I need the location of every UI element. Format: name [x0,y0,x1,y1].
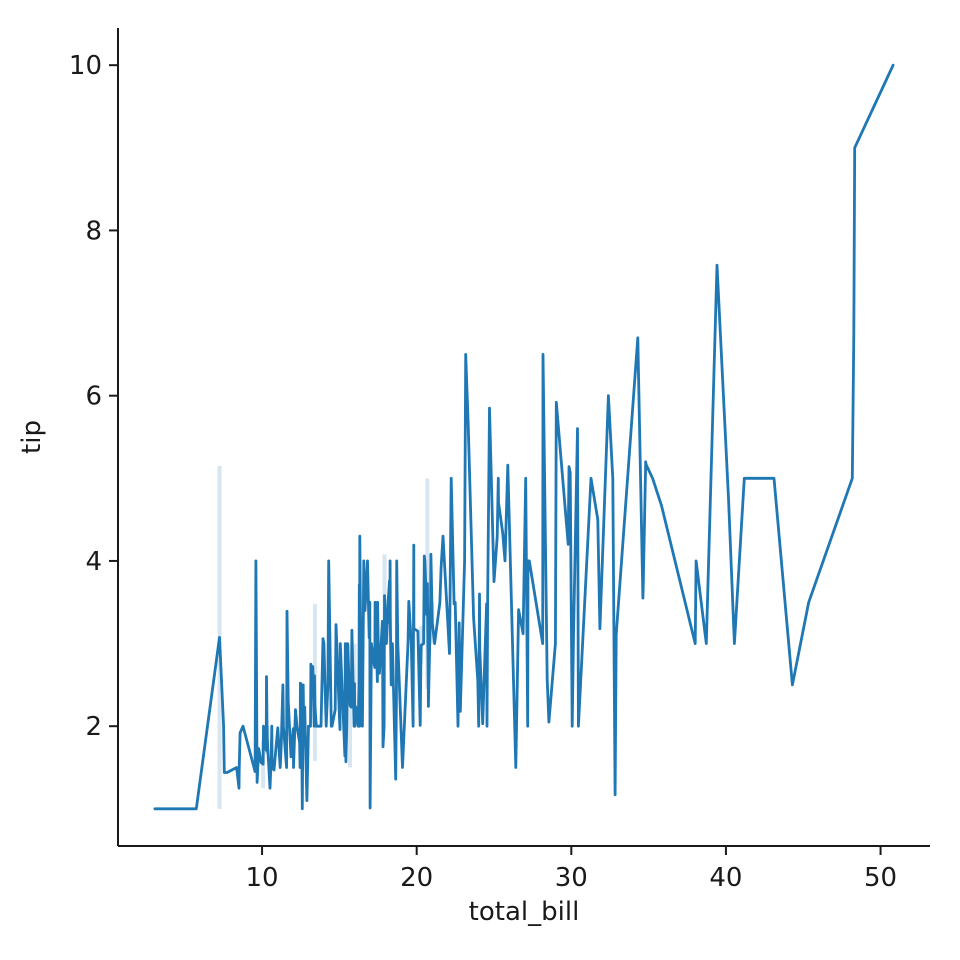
data-line [153,63,895,811]
x-axis-label: total_bill [469,897,580,927]
x-tick-label: 40 [709,863,742,893]
y-tick-label: 8 [85,216,102,246]
x-tick-label: 20 [400,863,433,893]
x-tick-label: 50 [864,863,897,893]
y-tick-label: 6 [85,382,102,412]
x-tick-label: 10 [246,863,279,893]
y-axis-label: tip [17,420,47,454]
y-tick-label: 2 [85,712,102,742]
y-tick-label: 4 [85,547,102,577]
y-tick-label: 10 [69,51,102,81]
x-tick-label: 30 [555,863,588,893]
